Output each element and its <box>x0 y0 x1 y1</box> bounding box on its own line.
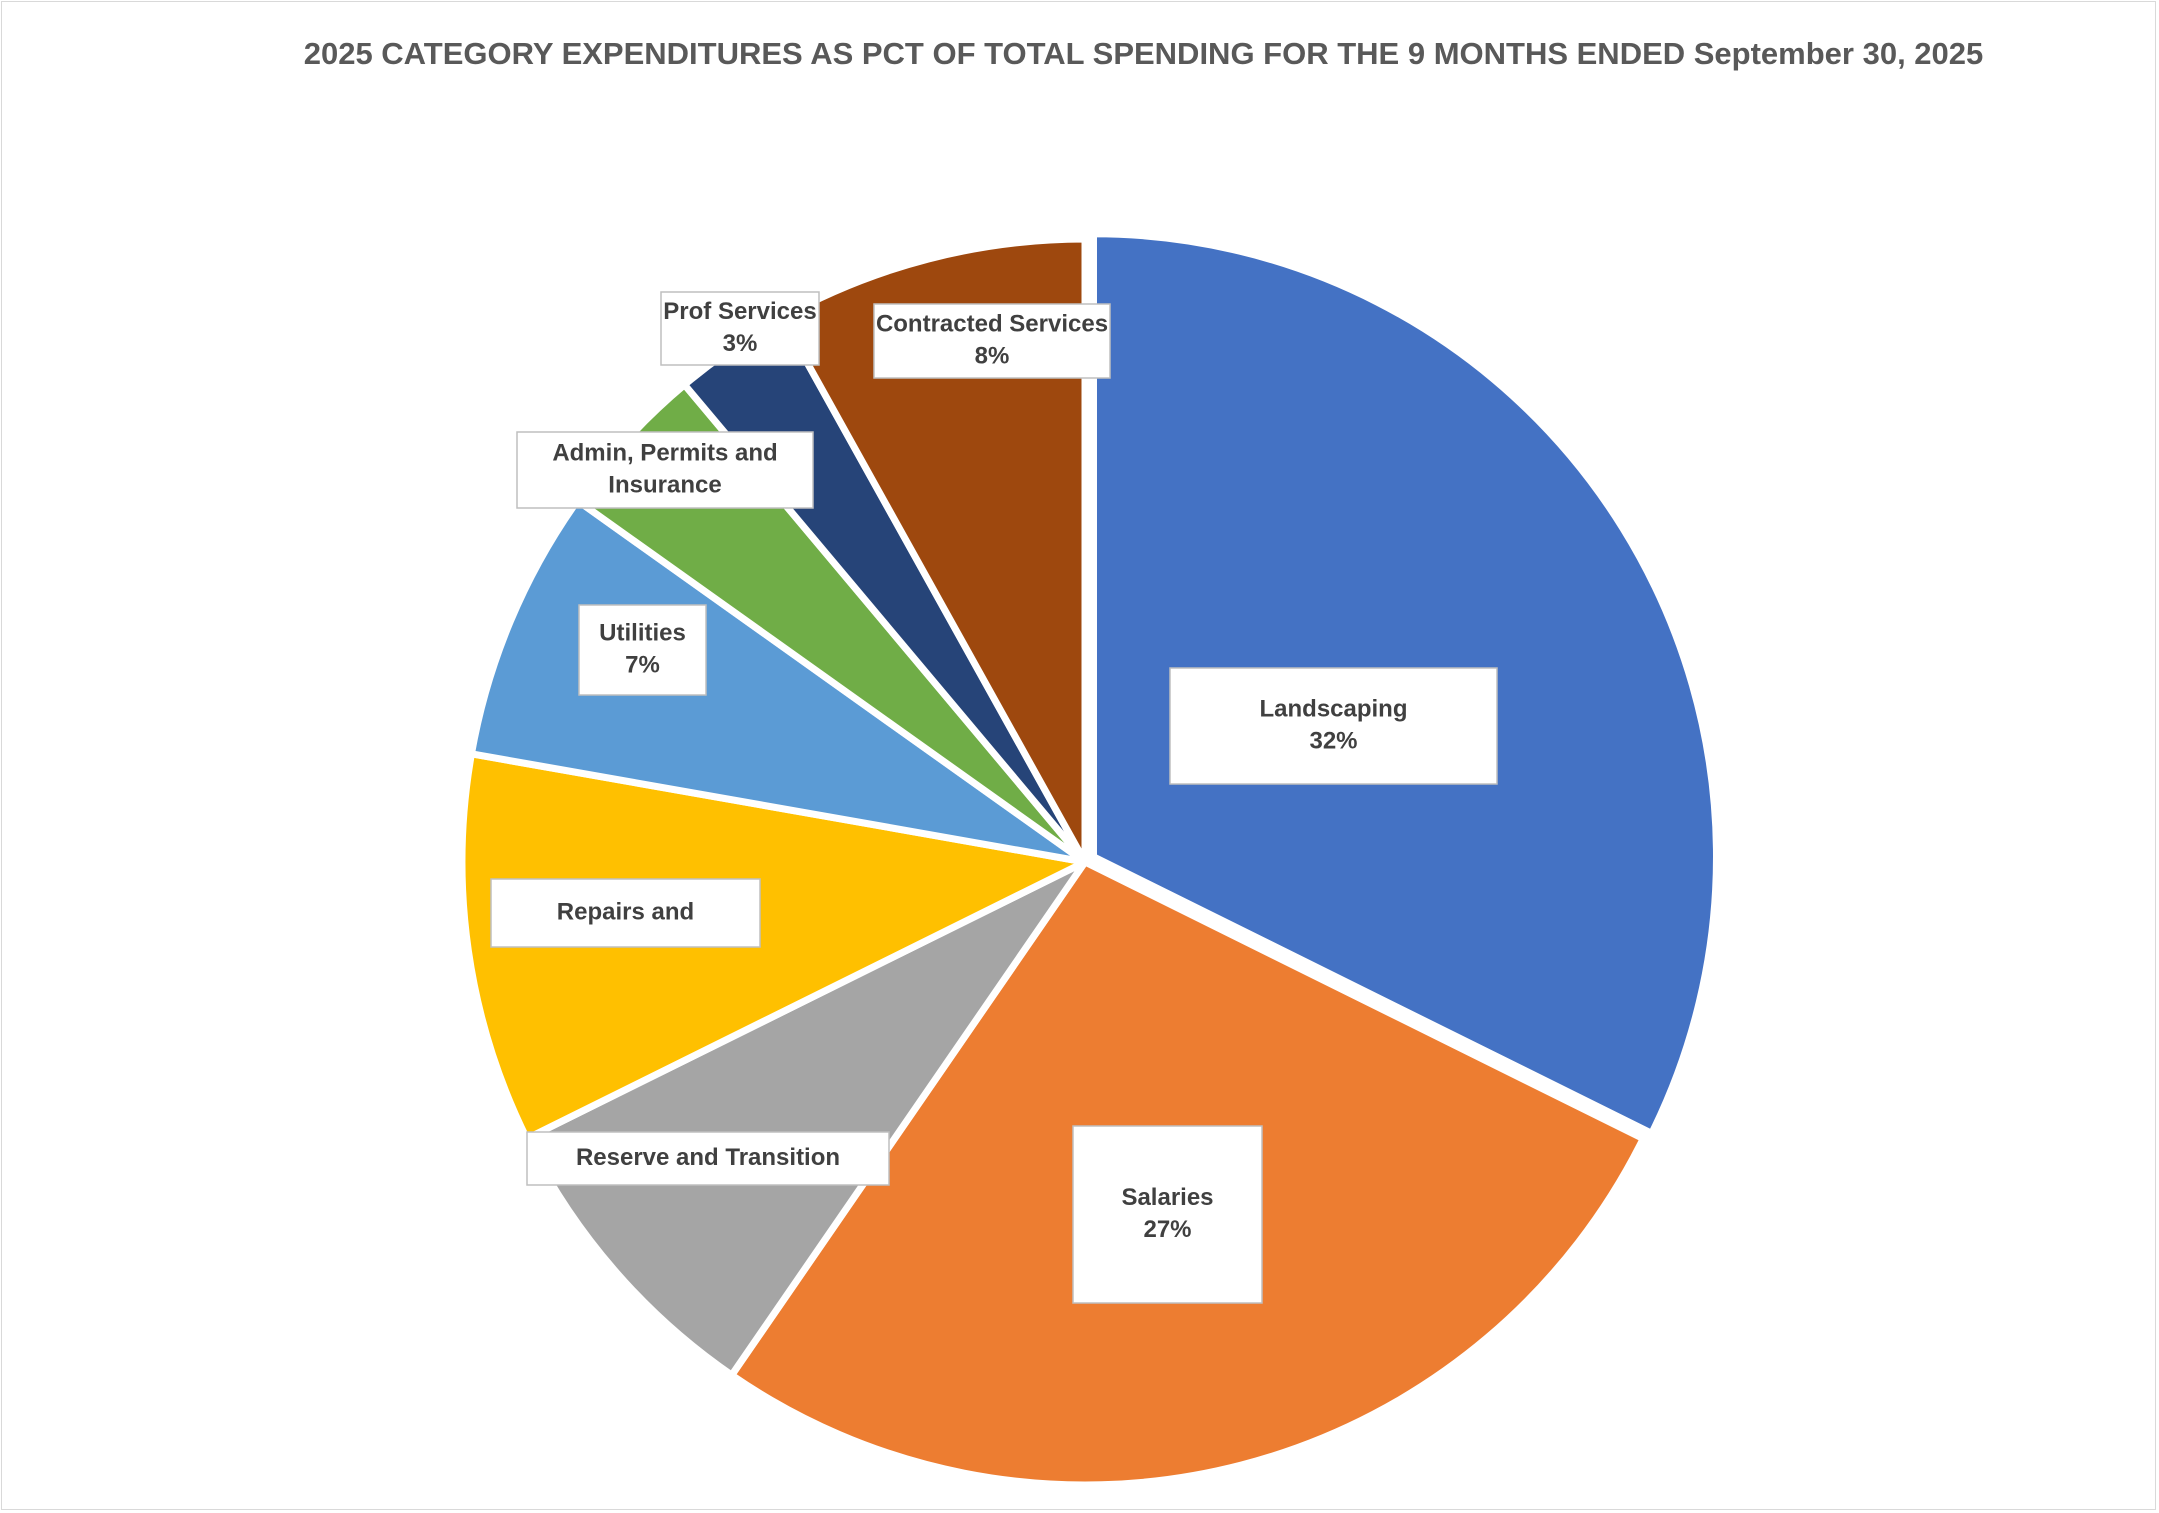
data-label-category: Insurance <box>608 471 721 498</box>
chart-title: 2025 CATEGORY EXPENDITURES AS PCT OF TOT… <box>303 36 1984 71</box>
pie-labels: Landscaping 32% Salaries 27% Reserve and Tra… <box>490 291 1498 1304</box>
data-label-box <box>516 431 814 509</box>
data-label-reserve-and-transition: Reserve and Transition <box>526 1131 890 1186</box>
data-label-box <box>526 1131 890 1186</box>
data-label-repairs-and: Repairs and <box>490 878 761 948</box>
data-label-category: Reserve and Transition <box>576 1144 840 1171</box>
data-label-contracted-services: Contracted Services 8% <box>873 303 1111 379</box>
data-label-category: Landscaping <box>1259 695 1407 722</box>
data-label-category: Prof Services <box>663 298 816 325</box>
data-label-box <box>873 303 1111 379</box>
data-label-box <box>660 291 820 366</box>
data-label-category: Contracted Services <box>876 310 1108 337</box>
data-label-category: Repairs and <box>557 898 694 925</box>
data-label-salaries: Salaries 27% <box>1072 1125 1263 1304</box>
data-label-admin-permits-and-insurance: Admin, Permits and Insurance <box>516 431 814 509</box>
data-label-prof-services: Prof Services 3% <box>660 291 820 366</box>
data-label-box <box>1169 667 1498 785</box>
data-label-category: Admin, Permits and <box>552 439 777 466</box>
data-label-value: 8% <box>975 342 1010 369</box>
data-label-value: 27% <box>1143 1216 1191 1243</box>
data-label-box <box>578 604 707 696</box>
data-label-value: 32% <box>1309 727 1357 754</box>
data-label-value: 7% <box>625 651 660 678</box>
data-label-category: Salaries <box>1121 1184 1213 1211</box>
pie-slice-utilities <box>467 497 1089 866</box>
data-label-landscaping: Landscaping 32% <box>1169 667 1498 785</box>
data-label-category: Utilities <box>599 619 686 646</box>
data-label-value: 3% <box>723 330 758 357</box>
data-label-box <box>490 878 761 948</box>
data-label-utilities: Utilities 7% <box>578 604 707 696</box>
pie-slice-repairs-and <box>458 750 1089 1143</box>
data-label-box <box>1072 1125 1263 1304</box>
